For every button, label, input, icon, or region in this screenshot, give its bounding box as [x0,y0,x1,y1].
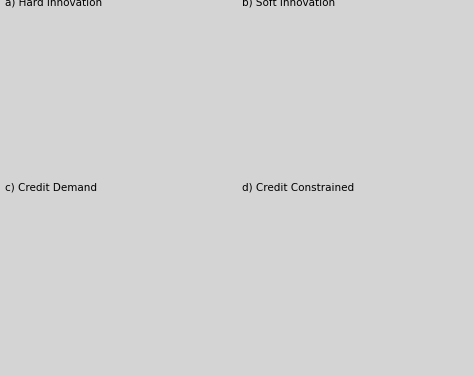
Text: b) Soft Innovation: b) Soft Innovation [242,0,335,8]
Text: a) Hard Innovation: a) Hard Innovation [5,0,102,8]
Text: d) Credit Constrained: d) Credit Constrained [242,182,354,192]
Text: c) Credit Demand: c) Credit Demand [5,182,97,192]
